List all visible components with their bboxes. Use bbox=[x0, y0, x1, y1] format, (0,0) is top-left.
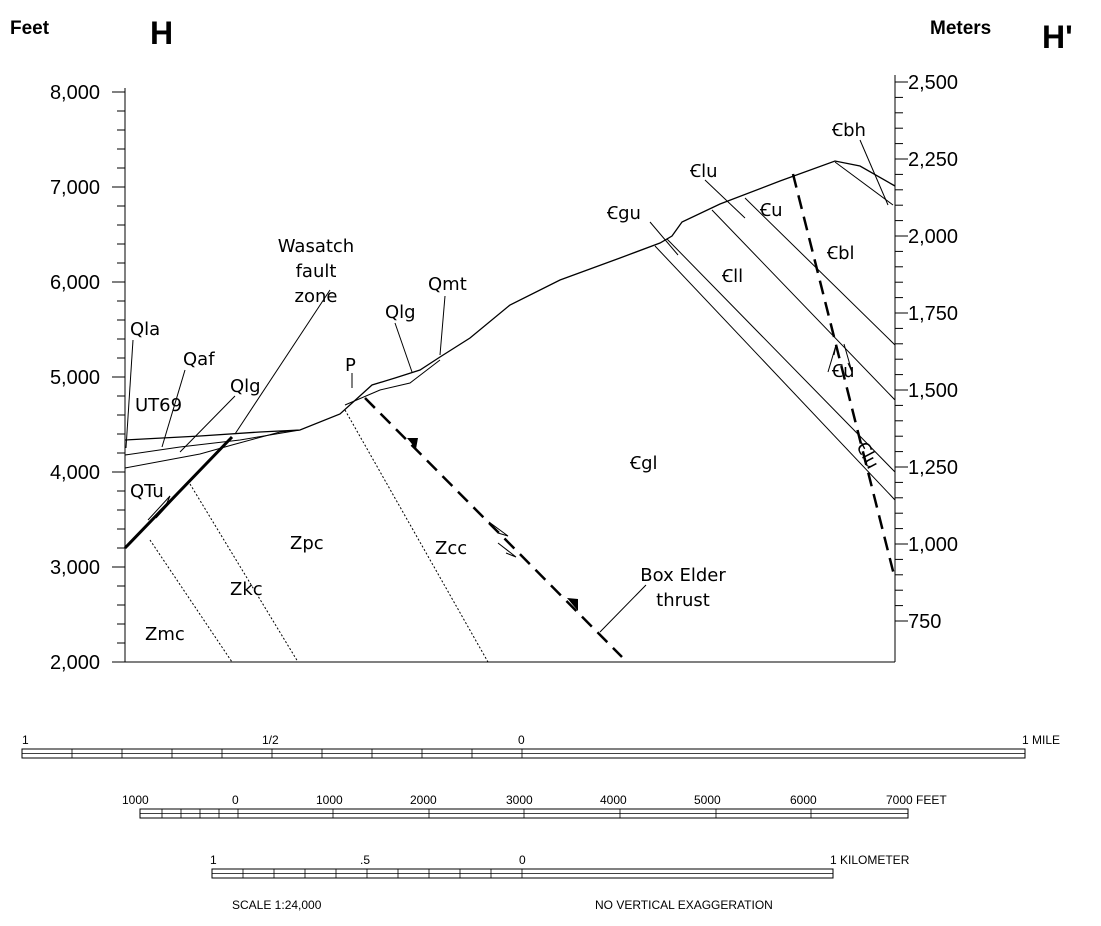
scale-label: 0 bbox=[518, 733, 525, 747]
right-tick-label: 2,000 bbox=[908, 226, 958, 248]
leader-line bbox=[860, 140, 888, 205]
map-label: Wasatch bbox=[278, 236, 354, 257]
map-label: thrust bbox=[656, 590, 710, 611]
scale-label: 5000 bbox=[694, 793, 721, 807]
left-end: H bbox=[150, 15, 173, 51]
left-tick-label: 4,000 bbox=[50, 462, 100, 484]
exaggeration-note: NO VERTICAL EXAGGERATION bbox=[595, 898, 773, 912]
scale-label: 4000 bbox=[600, 793, 627, 807]
leader-line bbox=[235, 290, 330, 434]
scale-label: 1 KILOMETER bbox=[830, 853, 910, 867]
left-tick-label: 8,000 bbox=[50, 82, 100, 104]
scale-label: 1 MILE bbox=[1022, 733, 1060, 747]
map-label: Ꞓgl bbox=[629, 453, 658, 474]
map-label: Ꞓlu bbox=[851, 438, 883, 473]
map-label: Qla bbox=[130, 319, 160, 340]
map-label: Ꞓgu bbox=[606, 203, 641, 224]
scale-label: 3000 bbox=[506, 793, 533, 807]
scale-label: 1000 bbox=[122, 793, 149, 807]
map-label: Ꞓu bbox=[759, 200, 782, 221]
box-elder-thrust bbox=[365, 398, 622, 657]
scale-label: 1 bbox=[210, 853, 217, 867]
right-tick-label: 1,500 bbox=[908, 380, 958, 402]
map-label: Ꞓbl bbox=[826, 243, 855, 264]
leader-line bbox=[705, 180, 745, 218]
right-tick-label: 1,250 bbox=[908, 457, 958, 479]
leader-line bbox=[440, 296, 445, 355]
scale-label: 1/2 bbox=[262, 733, 279, 747]
map-label: Zcc bbox=[435, 538, 467, 559]
map-label: fault bbox=[296, 261, 337, 282]
left-unit: Feet bbox=[10, 18, 50, 39]
map-label: Qlg bbox=[385, 302, 416, 323]
right-tick-label: 1,000 bbox=[908, 534, 958, 556]
scale-label: 0 bbox=[232, 793, 239, 807]
map-label: Zkc bbox=[230, 579, 263, 600]
map-label: zone bbox=[295, 286, 338, 307]
map-label: Ꞓll bbox=[721, 266, 743, 287]
map-label: Ꞓbh bbox=[831, 120, 866, 141]
scale-label: 1 bbox=[22, 733, 29, 747]
slip-arrow bbox=[498, 543, 516, 557]
right-tick-label: 1,750 bbox=[908, 303, 958, 325]
scale-label: 7000 FEET bbox=[886, 793, 947, 807]
map-label: UT69 bbox=[135, 395, 182, 416]
scale-ratio: SCALE 1:24,000 bbox=[232, 898, 322, 912]
left-tick-label: 5,000 bbox=[50, 367, 100, 389]
map-label: Qmt bbox=[428, 274, 467, 295]
cross-section: Feet H Meters H' SCALE 1:24,000 NO VERTI… bbox=[0, 0, 1101, 926]
contact-dotted bbox=[345, 410, 488, 662]
left-tick-label: 7,000 bbox=[50, 177, 100, 199]
left-tick-label: 6,000 bbox=[50, 272, 100, 294]
left-tick-label: 3,000 bbox=[50, 557, 100, 579]
left-tick-label: 2,000 bbox=[50, 652, 100, 674]
scale-label: 1000 bbox=[316, 793, 343, 807]
right-unit: Meters bbox=[930, 18, 991, 39]
leader-line bbox=[600, 585, 646, 632]
contact bbox=[712, 210, 895, 400]
map-label: QTu bbox=[130, 481, 164, 502]
map-label: P bbox=[345, 355, 356, 376]
leader-line bbox=[395, 323, 412, 372]
map-label: Zpc bbox=[290, 533, 324, 554]
slip-arrow bbox=[489, 522, 508, 536]
leader-line bbox=[650, 222, 678, 255]
map-label: Ꞓlu bbox=[689, 161, 717, 182]
scale-label: 0 bbox=[519, 853, 526, 867]
contact-dotted bbox=[190, 484, 298, 662]
scale-label: 2000 bbox=[410, 793, 437, 807]
map-label: Qlg bbox=[230, 376, 261, 397]
contact bbox=[667, 239, 895, 472]
right-tick-label: 2,250 bbox=[908, 149, 958, 171]
right-tick-label: 2,500 bbox=[908, 72, 958, 94]
map-label: Zmc bbox=[145, 624, 185, 645]
right-tick-label: 750 bbox=[908, 611, 941, 633]
map-label: Ꞓu bbox=[831, 361, 854, 382]
leader-line bbox=[126, 340, 133, 448]
scale-label: 6000 bbox=[790, 793, 817, 807]
right-end: H' bbox=[1042, 19, 1073, 55]
scale-label: .5 bbox=[360, 853, 370, 867]
map-label: Qaf bbox=[183, 349, 215, 370]
map-label: Box Elder bbox=[640, 565, 726, 586]
